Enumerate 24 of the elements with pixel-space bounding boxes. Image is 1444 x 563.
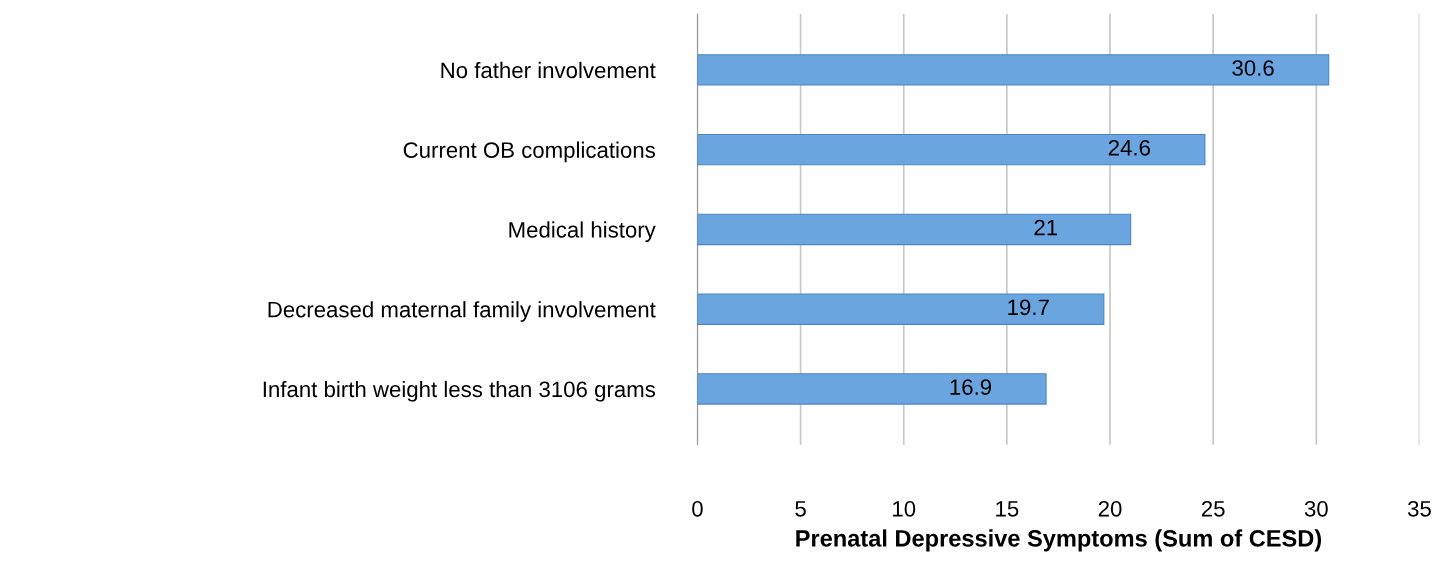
y-tick-label: No father involvement	[441, 61, 656, 79]
data-label: 19.7	[1008, 299, 1049, 316]
y-tick-label: Decreased maternal family involvement	[268, 301, 656, 322]
x-tick-label: 0	[692, 500, 703, 517]
x-tick-label: 25	[1201, 500, 1225, 517]
x-tick-label: 20	[1098, 500, 1122, 517]
x-tick-label: 10	[893, 500, 916, 517]
y-tick-label: Medical history	[509, 221, 656, 243]
x-tick-label: 15	[996, 501, 1019, 517]
bar	[697, 54, 1330, 86]
bar	[697, 133, 1206, 166]
x-axis-title: Prenatal Depressive Symptoms (Sum of CESD)	[796, 529, 1322, 552]
bar	[697, 213, 1132, 246]
bar	[697, 293, 1105, 325]
data-label: 21	[1034, 219, 1058, 236]
data-label: 30.6	[1232, 60, 1274, 76]
x-tick-label: 5	[795, 501, 806, 517]
y-tick-label: Infant birth weight less than 3106 grams	[263, 380, 656, 402]
data-label: 24.6	[1108, 139, 1150, 156]
bar	[697, 373, 1047, 405]
x-tick-label: 35	[1407, 500, 1431, 517]
x-tick-label: 30	[1304, 500, 1328, 517]
data-label: 16.9	[950, 379, 992, 395]
y-tick-label: Current OB complications	[403, 141, 655, 163]
